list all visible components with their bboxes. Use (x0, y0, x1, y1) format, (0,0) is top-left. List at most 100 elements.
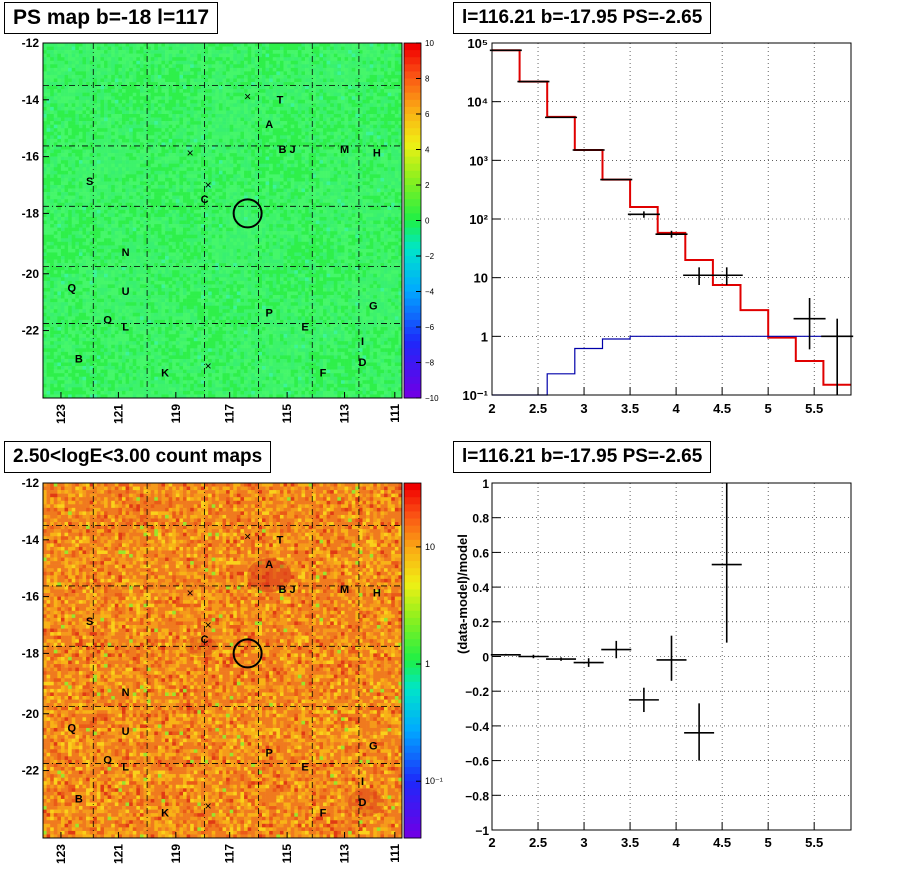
heatmap-cell (193, 149, 198, 154)
heatmap-cell (57, 124, 62, 129)
heatmap-cell (68, 192, 73, 196)
heatmap-cell (132, 78, 137, 83)
heatmap-cell (114, 114, 119, 118)
heatmap-cell (154, 64, 159, 69)
heatmap-cell (132, 280, 137, 285)
heatmap-cell (114, 67, 119, 72)
heatmap-cell (78, 358, 83, 363)
heatmap-cell (46, 231, 51, 235)
heatmap-cell (136, 394, 141, 399)
heatmap-cell (154, 106, 159, 111)
heatmap-cell (100, 206, 105, 211)
heatmap-cell (60, 46, 65, 51)
heatmap-cell (132, 231, 137, 235)
heatmap-cell (165, 181, 169, 186)
heatmap-cell (175, 121, 180, 125)
heatmap-cell (147, 273, 151, 278)
heatmap-cell (218, 71, 223, 76)
heatmap-cell (139, 82, 144, 86)
heatmap-cell (204, 153, 209, 157)
heatmap-cell (93, 351, 98, 356)
heatmap-cell (157, 387, 162, 392)
heatmap-cell (143, 366, 148, 370)
heatmap-cell (154, 280, 159, 285)
heatmap-cell (68, 295, 73, 299)
heatmap-cell (93, 145, 98, 150)
heatmap-cell (150, 78, 155, 83)
heatmap-cell (172, 177, 177, 182)
heatmap-cell (82, 64, 87, 69)
heatmap-cell (64, 280, 69, 285)
heatmap-cell (132, 96, 137, 101)
heatmap-cell (121, 270, 126, 275)
heatmap-cell (132, 195, 137, 200)
heatmap-cell (183, 259, 187, 264)
heatmap-cell (82, 241, 87, 246)
heatmap-cell (179, 188, 184, 193)
heatmap-cell (121, 341, 126, 346)
heatmap-cell (183, 273, 187, 278)
heatmap-cell (208, 327, 213, 331)
heatmap-cell (211, 291, 216, 296)
heatmap-cell (183, 234, 187, 239)
heatmap-cell (197, 366, 202, 370)
heatmap-cell (154, 309, 159, 314)
heatmap-cell (168, 280, 173, 285)
heatmap-cell (43, 174, 47, 179)
heatmap-cell (86, 273, 90, 278)
heatmap-cell (183, 256, 187, 260)
heatmap-cell (57, 231, 62, 235)
heatmap-cell (43, 273, 47, 278)
heatmap-cell (118, 202, 123, 207)
heatmap-cell (50, 67, 55, 72)
heatmap-cell (60, 121, 65, 125)
heatmap-cell (75, 213, 80, 218)
heatmap-cell (168, 270, 173, 275)
heatmap-cell (186, 351, 191, 356)
heatmap-cell (150, 206, 155, 211)
heatmap-cell (104, 241, 108, 246)
heatmap-cell (157, 263, 162, 267)
heatmap-cell (93, 85, 98, 90)
heatmap-cell (60, 383, 65, 388)
heatmap-cell (136, 131, 141, 136)
heatmap-cell (104, 149, 108, 154)
heatmap-cell (197, 369, 202, 374)
heatmap-cell (125, 209, 130, 214)
heatmap-cell (143, 53, 148, 58)
heatmap-cell (43, 128, 47, 133)
heatmap-cell (125, 43, 130, 47)
heatmap-cell (71, 121, 76, 125)
heatmap-cell (139, 323, 144, 328)
heatmap-cell (193, 46, 198, 51)
heatmap-cell (75, 337, 80, 342)
heatmap-cell (175, 163, 180, 168)
heatmap-cell (114, 316, 119, 321)
heatmap-cell (132, 220, 137, 225)
heatmap-cell (208, 103, 213, 108)
heatmap-cell (100, 209, 105, 214)
heatmap-cell (204, 96, 209, 101)
heatmap-cell (43, 312, 47, 317)
heatmap-cell (111, 376, 116, 381)
heatmap-cell (179, 128, 184, 133)
heatmap-cell (143, 287, 148, 292)
heatmap-cell (139, 209, 144, 214)
heatmap-cell (154, 43, 159, 47)
heatmap-cell (143, 256, 148, 260)
heatmap-cell (46, 224, 51, 228)
heatmap-cell (132, 85, 137, 90)
heatmap-cell (114, 213, 119, 218)
heatmap-cell (132, 327, 137, 331)
heatmap-cell (118, 231, 123, 235)
heatmap-cell (215, 110, 220, 115)
heatmap-cell (107, 209, 112, 214)
heatmap-cell (211, 206, 216, 211)
heatmap-cell (68, 96, 73, 101)
heatmap-cell (82, 78, 87, 83)
heatmap-cell (118, 280, 123, 285)
heatmap-cell (111, 216, 116, 221)
heatmap-cell (211, 220, 216, 225)
heatmap-cell (50, 135, 55, 140)
heatmap-cell (218, 149, 223, 154)
